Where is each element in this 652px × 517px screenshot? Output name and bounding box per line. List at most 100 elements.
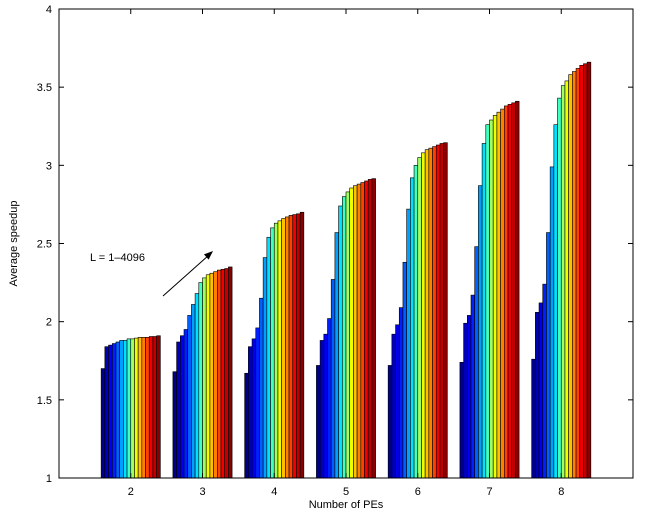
bar	[560, 85, 566, 479]
bar	[145, 336, 150, 479]
annotation-arrowhead	[203, 251, 213, 260]
bar	[503, 105, 509, 479]
x-tick-label: 2	[128, 486, 134, 498]
bar	[248, 346, 253, 479]
bar	[421, 152, 426, 479]
bar	[546, 232, 551, 479]
bar	[220, 268, 226, 479]
bar	[327, 318, 332, 479]
bar	[410, 177, 415, 479]
bar	[586, 61, 592, 479]
x-tick-label: 4	[271, 486, 277, 498]
bar	[191, 304, 196, 479]
bar	[213, 271, 218, 479]
bar	[500, 108, 505, 479]
bar-group-8	[531, 61, 592, 479]
bar	[183, 329, 189, 479]
bar	[349, 187, 354, 479]
bar	[485, 124, 490, 479]
bar	[395, 324, 400, 479]
bar	[417, 157, 422, 479]
bar	[406, 208, 411, 479]
bar	[123, 340, 128, 479]
bar	[463, 322, 468, 479]
bar	[435, 144, 441, 479]
bar	[481, 143, 487, 479]
annotation-label: L = 1–4096	[90, 252, 145, 264]
bar	[439, 143, 444, 479]
y-tick-label: 2.5	[37, 239, 52, 251]
bar	[285, 216, 290, 479]
bar	[156, 335, 161, 479]
x-tick-label: 5	[343, 486, 349, 498]
bar-group-7	[459, 100, 520, 479]
bar	[459, 362, 464, 479]
bar	[535, 311, 540, 479]
bar	[360, 182, 365, 479]
x-axis-label: Number of PEs	[309, 499, 384, 511]
bar	[538, 302, 544, 479]
bar	[424, 149, 430, 479]
bar	[262, 257, 268, 479]
bar-group-5	[316, 178, 376, 479]
bar	[288, 215, 294, 479]
y-tick-label: 1.5	[37, 395, 52, 407]
bar-groups	[100, 61, 592, 479]
bar	[474, 246, 479, 479]
bar	[515, 100, 520, 479]
bar	[398, 307, 404, 479]
x-tick-label: 8	[558, 486, 564, 498]
bar	[432, 146, 437, 479]
bar	[205, 274, 211, 479]
bar	[292, 214, 297, 479]
bar	[557, 97, 562, 479]
bar	[553, 124, 558, 479]
bar	[387, 365, 393, 479]
bar	[413, 165, 419, 479]
bar	[130, 338, 135, 479]
bar	[568, 74, 573, 479]
bar	[296, 213, 301, 479]
bar	[134, 337, 139, 479]
bar	[443, 142, 448, 479]
bar	[364, 180, 369, 479]
bar	[542, 283, 547, 479]
y-tick-label: 1	[46, 473, 52, 485]
y-axis-label: Average speedup	[8, 200, 20, 286]
x-tick-label: 3	[199, 486, 205, 498]
bar	[180, 335, 185, 479]
bar	[152, 336, 157, 479]
bar	[148, 336, 154, 479]
bar	[353, 185, 358, 479]
bar	[323, 333, 328, 479]
bar	[259, 297, 264, 479]
bar	[478, 185, 483, 479]
bar	[334, 232, 339, 479]
bar	[564, 80, 569, 479]
bar	[466, 315, 472, 479]
bar	[319, 340, 325, 479]
bar	[489, 119, 494, 479]
bar	[391, 333, 396, 479]
bar	[549, 166, 555, 479]
bar	[316, 365, 321, 479]
bar	[341, 196, 347, 479]
bar	[330, 279, 336, 479]
bar	[141, 336, 146, 479]
bar	[299, 211, 305, 479]
bar	[111, 343, 117, 479]
bar-group-2	[100, 335, 161, 479]
bar	[266, 236, 271, 479]
bar	[194, 293, 200, 479]
bar	[277, 220, 282, 479]
bar	[251, 338, 257, 479]
bar-group-6	[387, 142, 448, 479]
bar	[126, 338, 132, 479]
bar	[244, 372, 249, 479]
x-tick-label: 6	[415, 486, 421, 498]
bar	[202, 277, 207, 479]
bar	[224, 268, 229, 479]
bar	[115, 341, 120, 479]
bar	[531, 358, 536, 479]
